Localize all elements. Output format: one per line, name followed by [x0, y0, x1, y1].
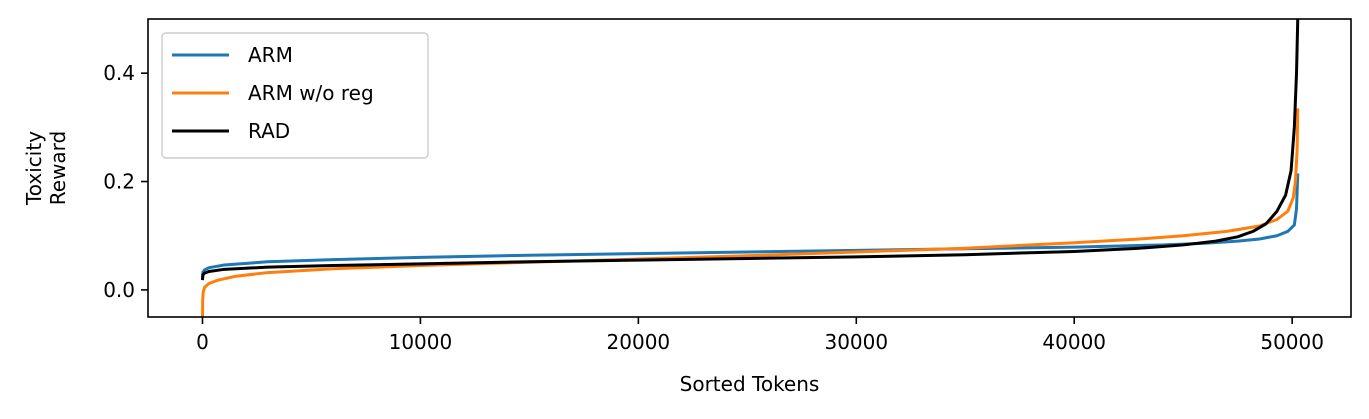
- x-tick-label: 30000: [824, 330, 888, 354]
- y-axis-label-line-1: Toxicity: [22, 131, 46, 206]
- y-tick-label: 0.0: [103, 278, 135, 302]
- series-line-arm: [200, 173, 1300, 280]
- series-line-rad: [200, 19, 1300, 281]
- x-tick-label: 0: [196, 330, 209, 354]
- legend-label: ARM: [248, 43, 293, 67]
- x-tick-label: 20000: [607, 330, 671, 354]
- y-axis-label-line-2: Reward: [46, 131, 70, 205]
- series-layer: [200, 19, 1300, 317]
- x-tick-label: 40000: [1042, 330, 1106, 354]
- legend: ARM ARM w/o reg RAD: [161, 32, 429, 159]
- y-tick-label: 0.2: [103, 170, 135, 194]
- y-tick-label: 0.4: [103, 61, 135, 85]
- x-tick-label: 10000: [389, 330, 453, 354]
- x-axis-ticks: 0 10000 20000 30000 40000 50000: [196, 317, 1324, 354]
- legend-label: RAD: [248, 119, 290, 143]
- legend-box: [161, 32, 429, 159]
- legend-label: ARM w/o reg: [248, 81, 374, 105]
- plot-frame: [147, 18, 1352, 318]
- x-axis-label: Sorted Tokens: [680, 372, 820, 396]
- x-tick-label: 50000: [1260, 330, 1324, 354]
- y-axis-ticks: 0.0 0.2 0.4: [103, 61, 148, 302]
- series-line-arm-w-o-reg: [200, 108, 1300, 317]
